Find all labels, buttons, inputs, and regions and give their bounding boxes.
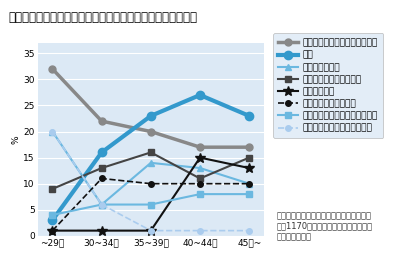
Text: （「結婚していない」「その他」を除いた
回答1170の主要な理由を各年代におけ
る比率で表示）: （「結婚していない」「その他」を除いた 回答1170の主要な理由を各年代におけ … [277,211,372,241]
Text: 理想の子供の数と実際の子供の数にギャップがある人の理由: 理想の子供の数と実際の子供の数にギャップがある人の理由 [8,11,197,24]
Legend: キャリアロスが不安・仕事優先, 不妊, 経済面での不安, 考える／つくる暇がない, 体力面の不安, 保育所等サポート不足, 夫婦間でタイミングが合わない, 年齢: キャリアロスが不安・仕事優先, 不妊, 経済面での不安, 考える／つくる暇がない… [273,33,383,138]
Y-axis label: %: % [12,135,21,144]
